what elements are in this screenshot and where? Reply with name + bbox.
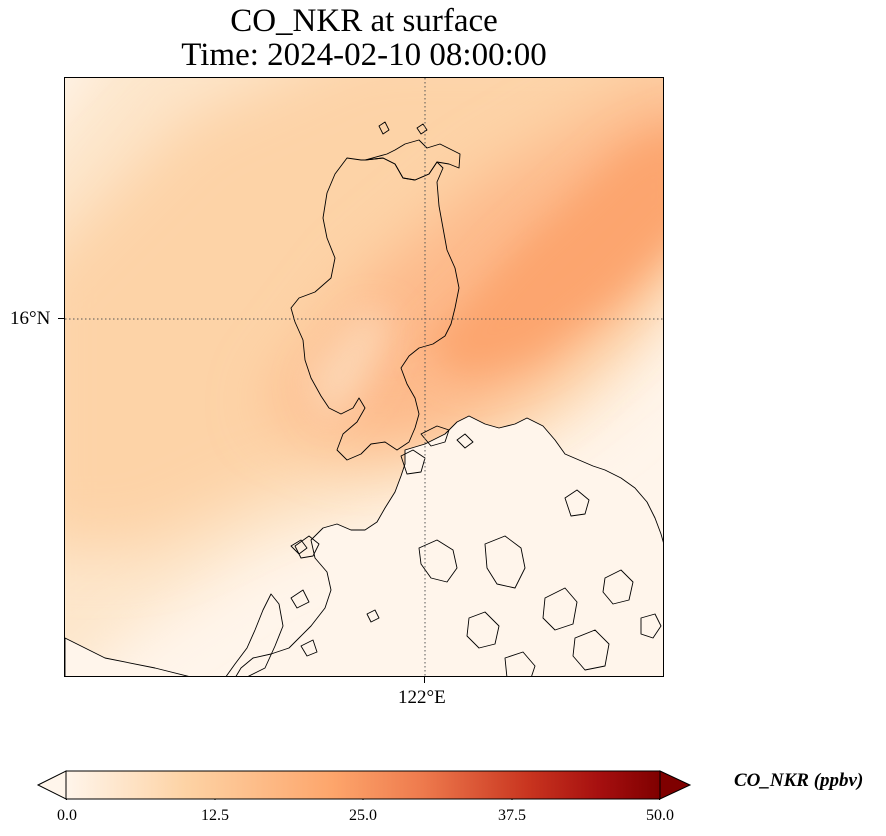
- colorbar-min-extend: [36, 770, 67, 800]
- island-visayas-5: [466, 611, 500, 649]
- island-visayas-10: [564, 489, 590, 517]
- island-visayas-7: [504, 651, 536, 676]
- lat-tick-mark: [58, 318, 64, 319]
- colorbar-tick-3: 37.5: [498, 807, 526, 824]
- plume-light-streak: [305, 308, 395, 428]
- island-visayas-4: [602, 569, 634, 605]
- island-small-6: [366, 609, 380, 623]
- colorbar-svg: [36, 770, 692, 803]
- lon-tick-mark: [424, 677, 425, 683]
- colorbar-tick-2: 25.0: [349, 807, 377, 824]
- map-panel: [64, 77, 664, 677]
- concentration-field: [65, 78, 663, 676]
- island-small-8: [290, 589, 310, 609]
- island-small-7: [300, 639, 318, 657]
- colorbar-tick-0: 0.0: [57, 807, 77, 824]
- title-line-2: Time: 2024-02-10 08:00:00: [181, 37, 547, 73]
- sierra-bay-inlet: [420, 425, 450, 447]
- island-small-5: [294, 535, 320, 559]
- figure-title: CO_NKR at surface Time: 2024-02-10 08:00…: [64, 4, 664, 72]
- map-svg: [65, 78, 663, 676]
- island-visayas-9: [400, 449, 426, 475]
- title-line-1: CO_NKR at surface: [230, 3, 498, 39]
- island-visayas-2: [484, 535, 526, 589]
- colorbar-max-extend: [659, 770, 692, 800]
- gridlines: [65, 78, 663, 676]
- colorbar: [36, 770, 692, 803]
- colorbar-gradient: [66, 771, 660, 799]
- island-small-2: [416, 123, 428, 135]
- island-small-1: [456, 433, 474, 449]
- island-visayas-3: [542, 587, 578, 631]
- island-visayas-6: [572, 629, 610, 671]
- island-visayas-1: [418, 539, 458, 583]
- southern-luzon-coastline: [65, 415, 663, 676]
- island-small-4: [290, 539, 308, 555]
- luzon-main-coastline: [290, 157, 460, 461]
- plume-core: [425, 131, 663, 378]
- mindoro-coastline: [225, 593, 284, 676]
- colorbar-label: CO_NKR (ppbv): [734, 770, 864, 791]
- island-small-3: [378, 121, 390, 135]
- island-visayas-8: [640, 613, 662, 639]
- colorbar-tick-4: 50.0: [646, 807, 674, 824]
- coastlines: [65, 121, 663, 676]
- lon-tick-label: 122°E: [398, 687, 446, 708]
- lat-tick-label: 16°N: [10, 308, 51, 329]
- colorbar-tick-1: 12.5: [201, 807, 229, 824]
